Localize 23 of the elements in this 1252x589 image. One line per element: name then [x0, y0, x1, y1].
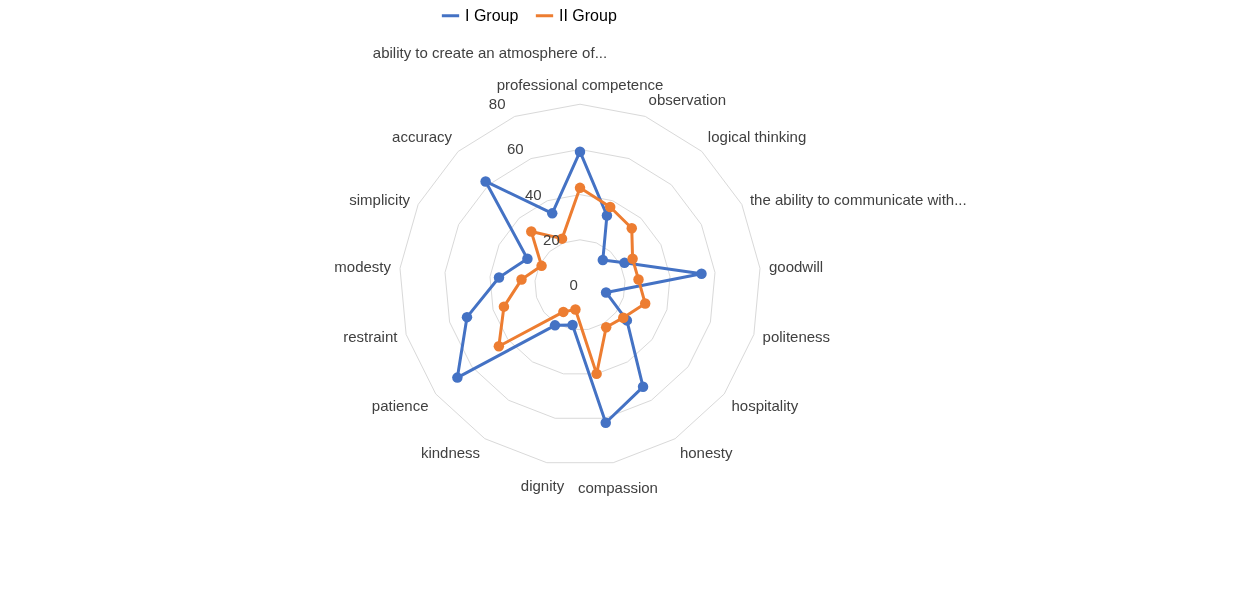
- spoke-label: politeness: [762, 327, 831, 345]
- spoke-label: modesty: [334, 258, 392, 276]
- spoke-label: goodwill: [769, 258, 824, 276]
- y-tick-label: 0: [569, 276, 578, 293]
- y-tick-label: 40: [524, 185, 542, 203]
- spoke-label: kindness: [420, 444, 481, 462]
- spoke-label: ability to create an atmosphere of...: [372, 43, 608, 61]
- spoke-label: logical thinking: [707, 127, 807, 145]
- spoke-label: restraint: [343, 327, 399, 345]
- spoke-label: dignity: [520, 476, 565, 494]
- y-tick-label: 60: [506, 140, 524, 158]
- legend-label: II Group: [559, 6, 617, 24]
- spoke-label: professional competence: [496, 76, 664, 94]
- spoke-label: accuracy: [392, 127, 453, 145]
- spoke-label: observation: [648, 91, 727, 109]
- spoke-label: hospitality: [731, 397, 799, 415]
- spoke-label: compassion: [577, 478, 658, 496]
- spoke-label: honesty: [679, 444, 733, 462]
- spoke-label: patience: [371, 397, 429, 415]
- spoke-label: simplicity: [349, 191, 411, 209]
- spoke-label: the ability to communicate with...: [749, 191, 967, 209]
- legend-label: I Group: [465, 6, 519, 24]
- y-tick-label: 80: [488, 95, 506, 113]
